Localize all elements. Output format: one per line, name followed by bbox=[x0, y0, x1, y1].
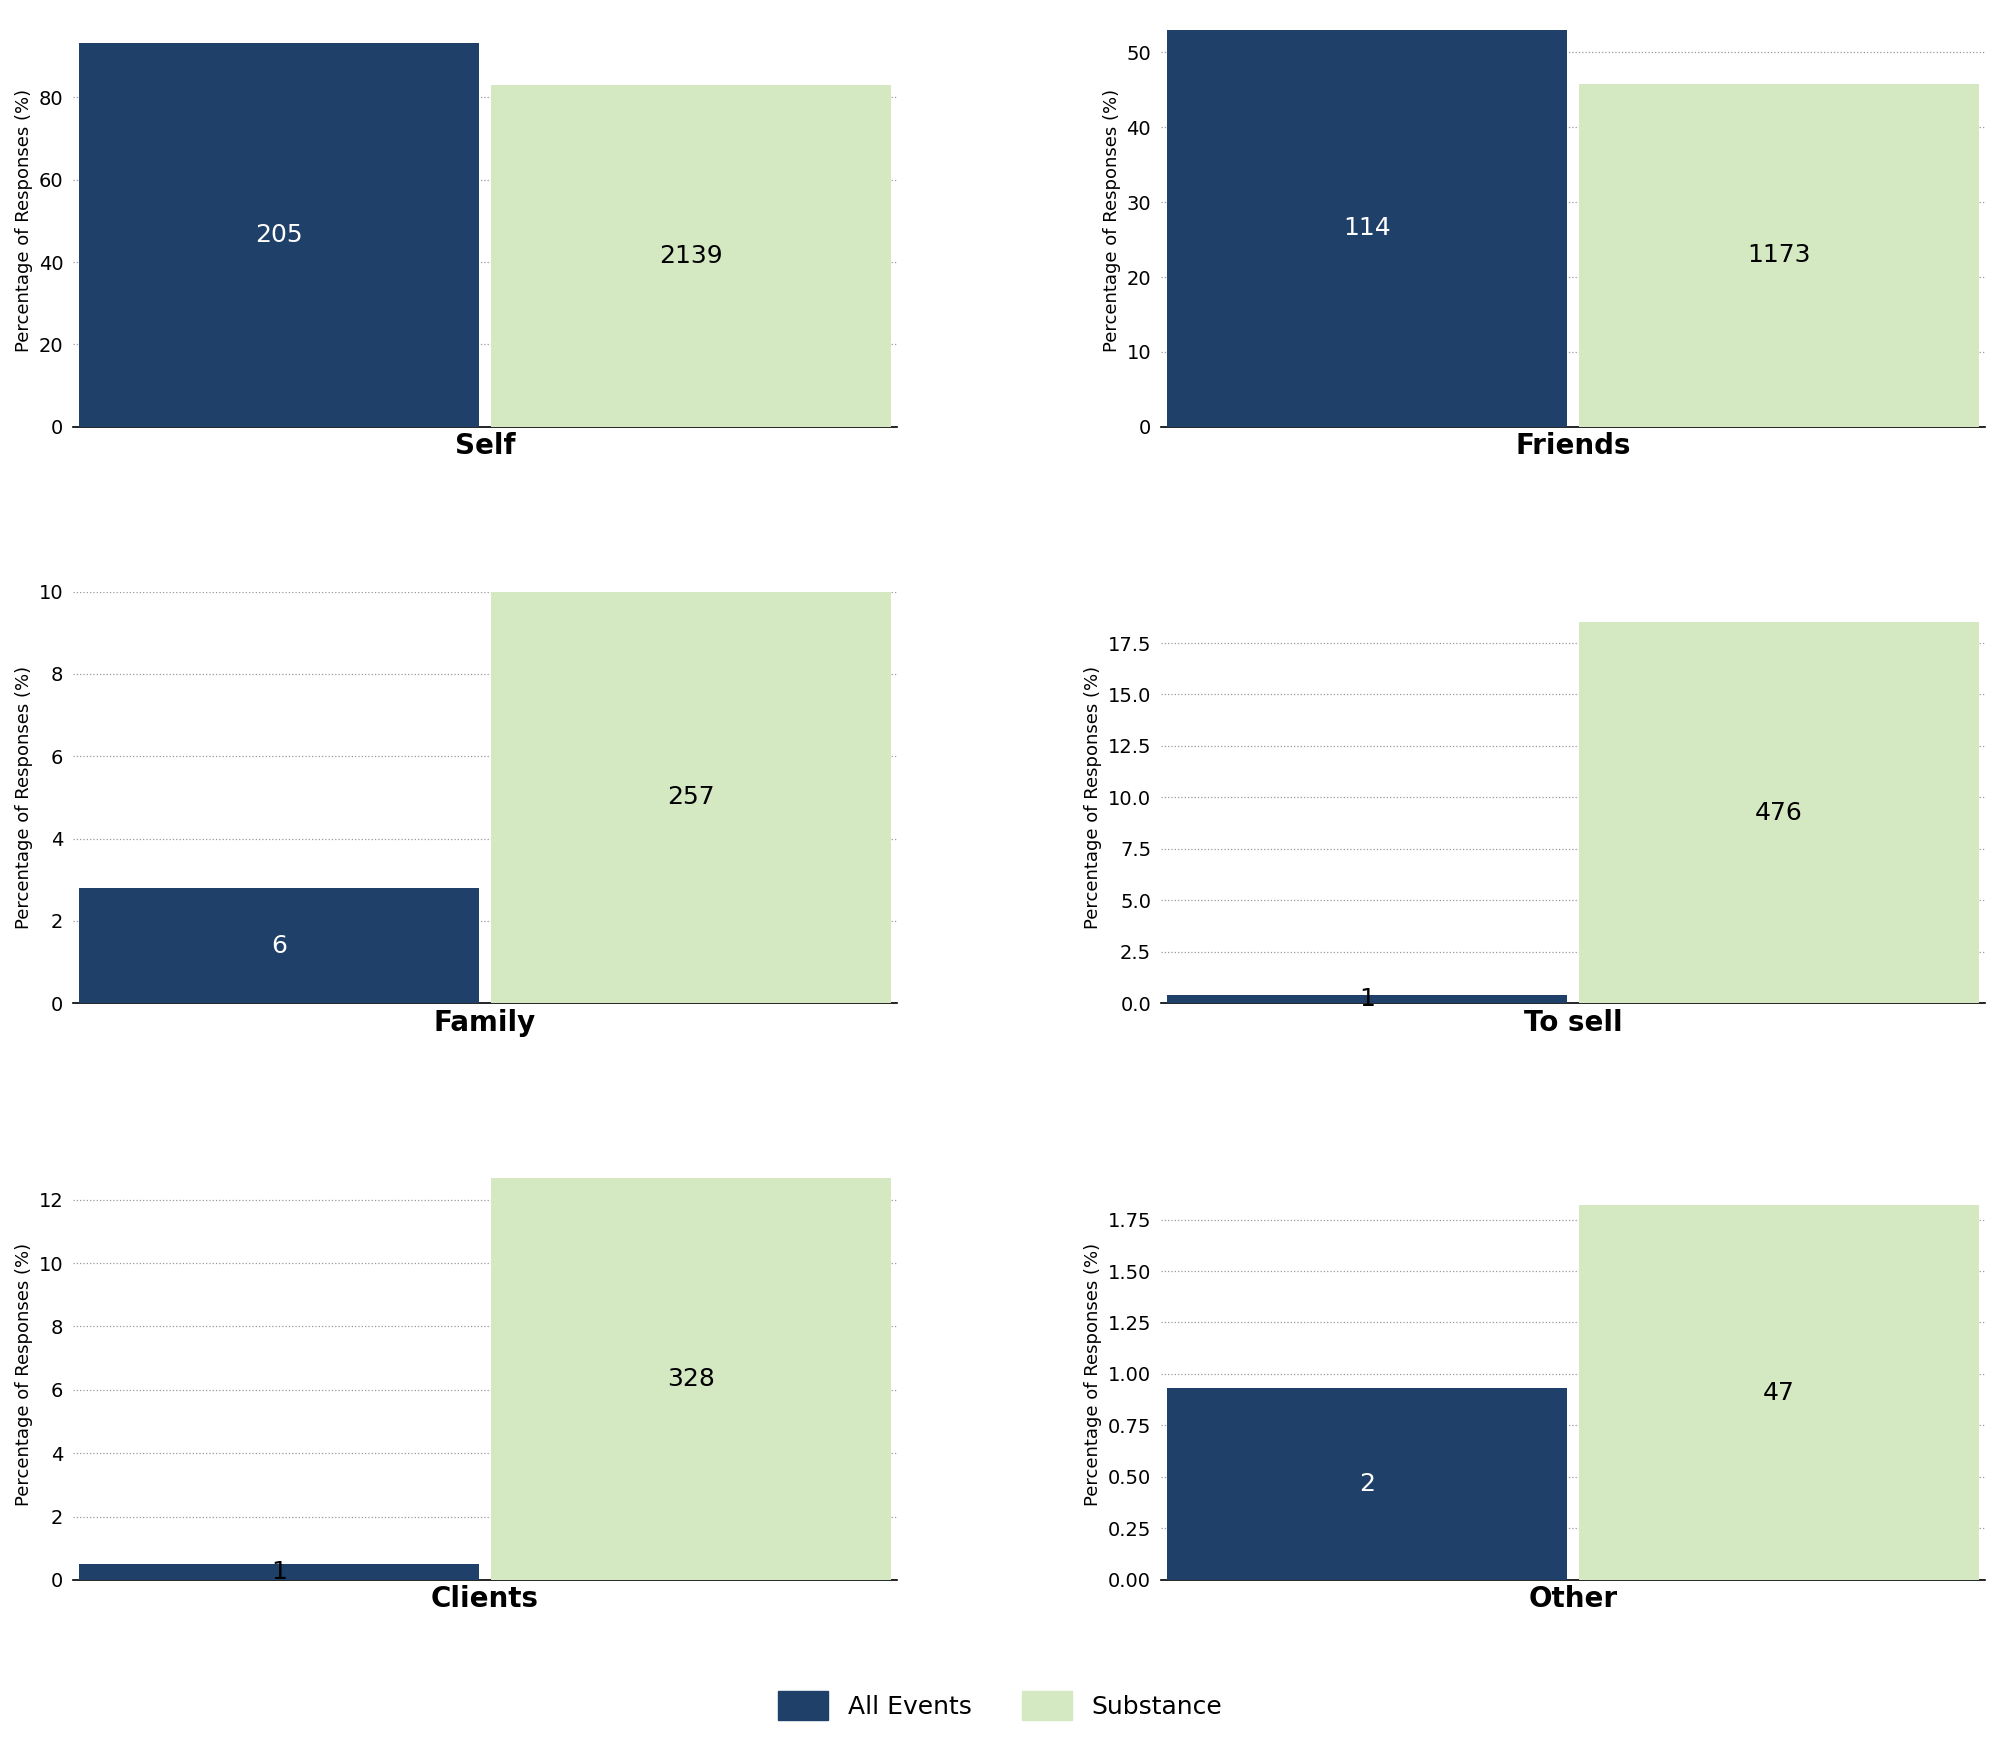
Y-axis label: Percentage of Responses (%): Percentage of Responses (%) bbox=[1084, 1243, 1102, 1506]
Text: 2: 2 bbox=[1358, 1473, 1374, 1495]
Bar bbox=[492, 1178, 890, 1579]
Bar bbox=[80, 1564, 478, 1579]
Text: 114: 114 bbox=[1344, 217, 1390, 240]
Bar bbox=[1580, 84, 1978, 427]
Text: 1173: 1173 bbox=[1748, 243, 1810, 268]
Text: 476: 476 bbox=[1756, 800, 1802, 825]
Text: 328: 328 bbox=[668, 1368, 716, 1390]
Bar bbox=[80, 44, 478, 427]
X-axis label: Friends: Friends bbox=[1516, 432, 1630, 461]
Y-axis label: Percentage of Responses (%): Percentage of Responses (%) bbox=[14, 1243, 32, 1506]
X-axis label: Other: Other bbox=[1528, 1585, 1618, 1613]
Bar bbox=[1580, 622, 1978, 1003]
X-axis label: Self: Self bbox=[454, 432, 516, 461]
Bar bbox=[1580, 1205, 1978, 1579]
X-axis label: Family: Family bbox=[434, 1009, 536, 1037]
Y-axis label: Percentage of Responses (%): Percentage of Responses (%) bbox=[16, 665, 34, 930]
Text: 1: 1 bbox=[1358, 988, 1374, 1012]
Bar bbox=[1168, 30, 1566, 427]
X-axis label: To sell: To sell bbox=[1524, 1009, 1622, 1037]
Bar bbox=[80, 888, 478, 1003]
Bar bbox=[492, 592, 890, 1003]
Text: 205: 205 bbox=[256, 222, 302, 247]
Bar bbox=[1168, 1389, 1566, 1579]
Y-axis label: Percentage of Responses (%): Percentage of Responses (%) bbox=[1084, 665, 1102, 930]
Text: 6: 6 bbox=[272, 933, 288, 958]
Bar bbox=[1168, 995, 1566, 1003]
Y-axis label: Percentage of Responses (%): Percentage of Responses (%) bbox=[16, 89, 34, 352]
Text: 2139: 2139 bbox=[660, 243, 722, 268]
Text: 47: 47 bbox=[1764, 1380, 1794, 1404]
Y-axis label: Percentage of Responses (%): Percentage of Responses (%) bbox=[1102, 89, 1120, 352]
Text: 257: 257 bbox=[668, 786, 714, 809]
Legend: All Events, Substance: All Events, Substance bbox=[768, 1681, 1232, 1730]
Bar bbox=[492, 86, 890, 427]
Text: 1: 1 bbox=[272, 1560, 286, 1585]
X-axis label: Clients: Clients bbox=[432, 1585, 540, 1613]
